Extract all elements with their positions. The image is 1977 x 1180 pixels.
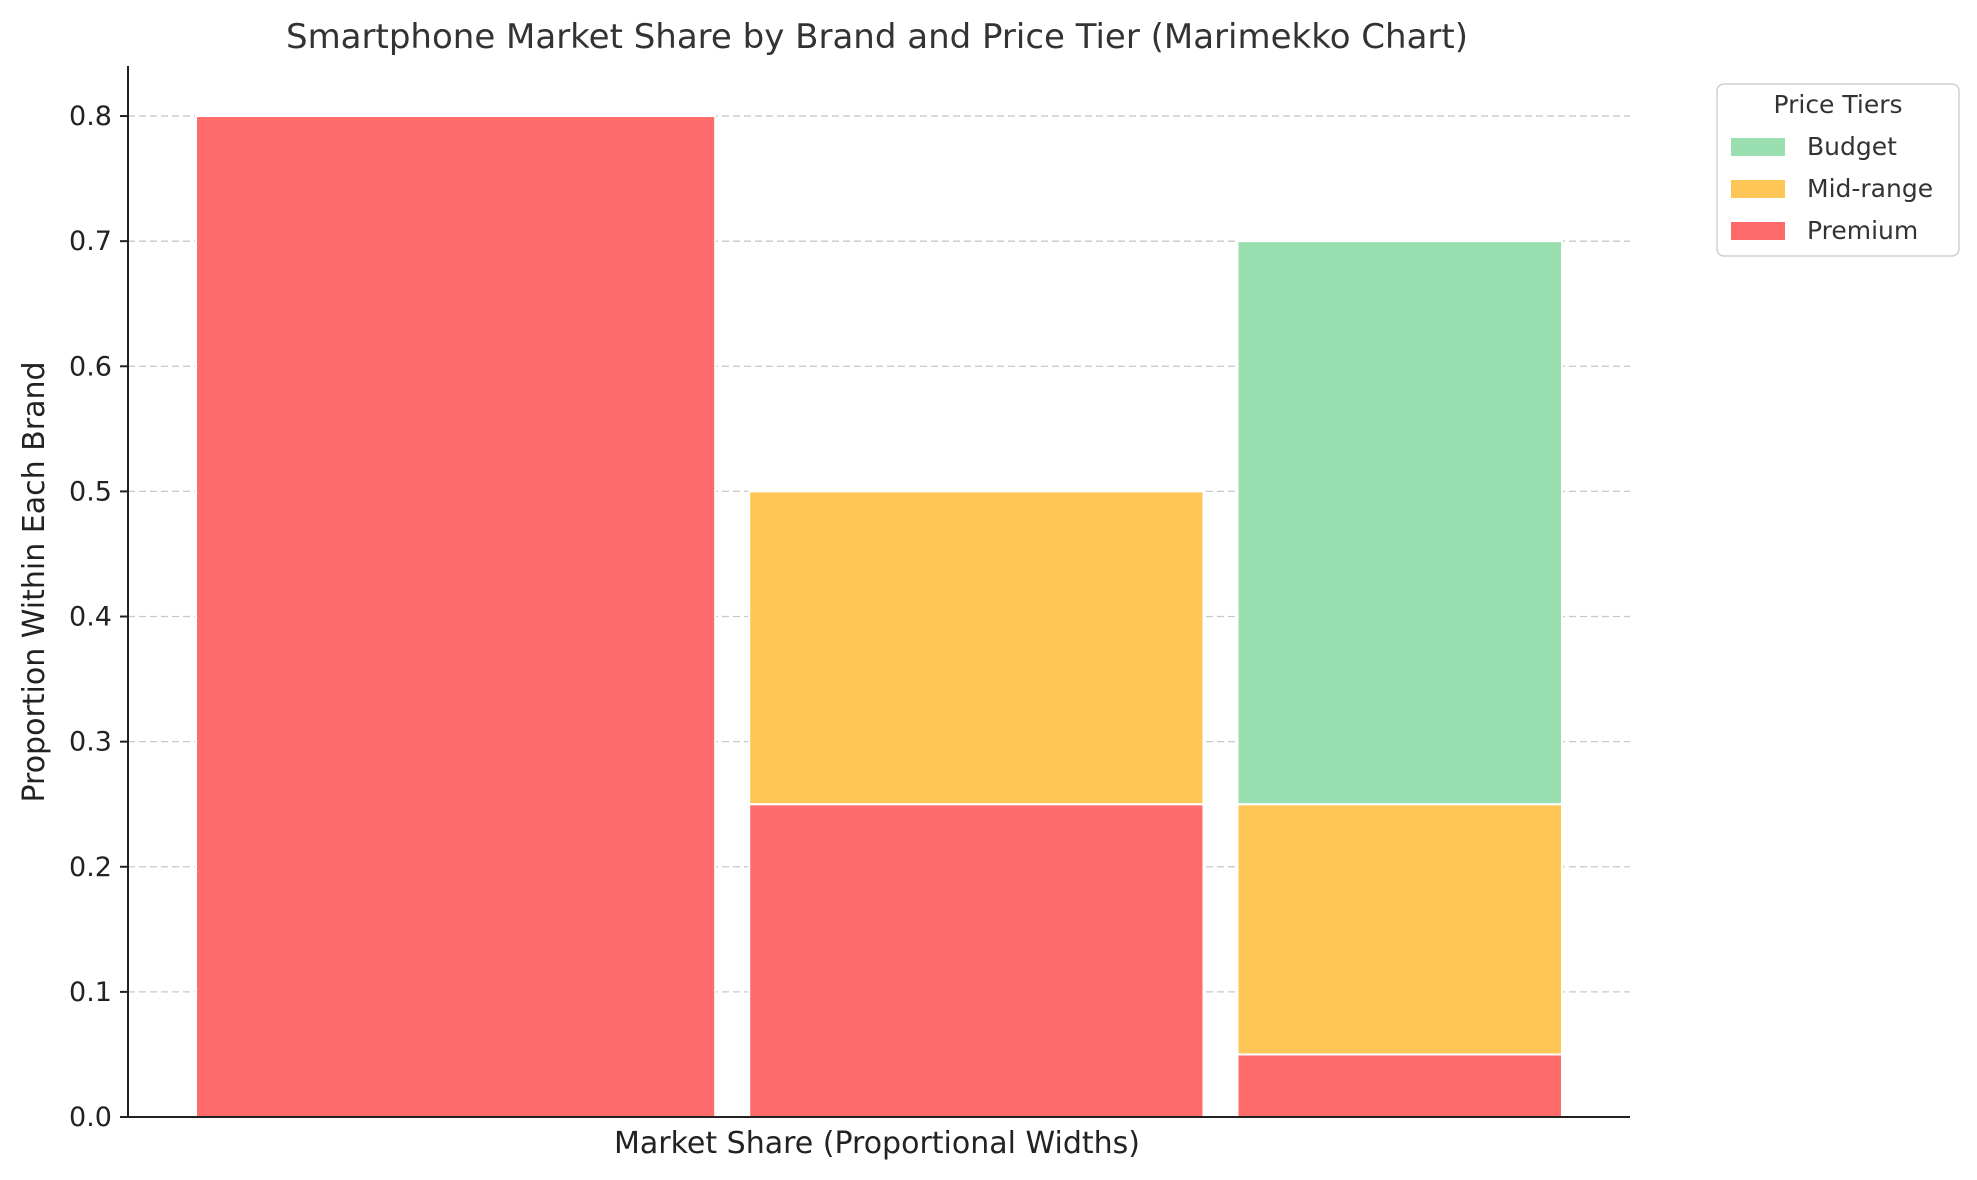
bar-segment-col3-budget (1236, 240, 1563, 806)
legend-label-mid-range: Mid-range (1807, 174, 1933, 203)
legend-title: Price Tiers (1773, 90, 1902, 119)
legend-swatch-premium (1731, 222, 1785, 240)
y-axis-label: Proportion Within Each Brand (17, 361, 52, 802)
chart-title: Smartphone Market Share by Brand and Pri… (286, 17, 1468, 57)
legend-swatch-budget (1731, 138, 1785, 156)
y-tick-label-0: 0.0 (69, 1102, 112, 1133)
bar-segment-col2-mid-range (748, 490, 1205, 806)
y-tick-label-4: 0.4 (69, 602, 112, 633)
legend-label-budget: Budget (1807, 132, 1897, 161)
legend-frame (1716, 83, 1960, 257)
x-axis-label: Market Share (Proportional Widths) (614, 1126, 1140, 1161)
y-tick-label-3: 0.3 (69, 727, 112, 758)
legend-swatch-mid-range (1731, 180, 1785, 198)
y-axis-ticks: 0.0 0.1 0.2 0.3 0.4 0.5 0.6 0.7 0.8 (69, 101, 128, 1133)
y-tick-label-8: 0.8 (69, 101, 112, 132)
legend: Price Tiers Budget Mid-range Premium (1716, 83, 1960, 257)
legend-label-premium: Premium (1807, 216, 1918, 245)
legend-entries: Budget Mid-range Premium (1731, 132, 1933, 245)
bar-segments (195, 115, 1563, 1119)
bar-segment-col2-premium (748, 803, 1205, 1118)
bar-segment-col3-mid-range (1236, 803, 1563, 1056)
bar-segment-col3-premium (1236, 1053, 1563, 1118)
y-tick-label-5: 0.5 (69, 476, 112, 507)
y-tick-label-6: 0.6 (69, 351, 112, 382)
bar-segment-col1-premium (195, 115, 717, 1119)
y-tick-label-2: 0.2 (69, 852, 112, 883)
y-tick-label-1: 0.1 (69, 977, 112, 1008)
y-tick-label-7: 0.7 (69, 226, 112, 257)
